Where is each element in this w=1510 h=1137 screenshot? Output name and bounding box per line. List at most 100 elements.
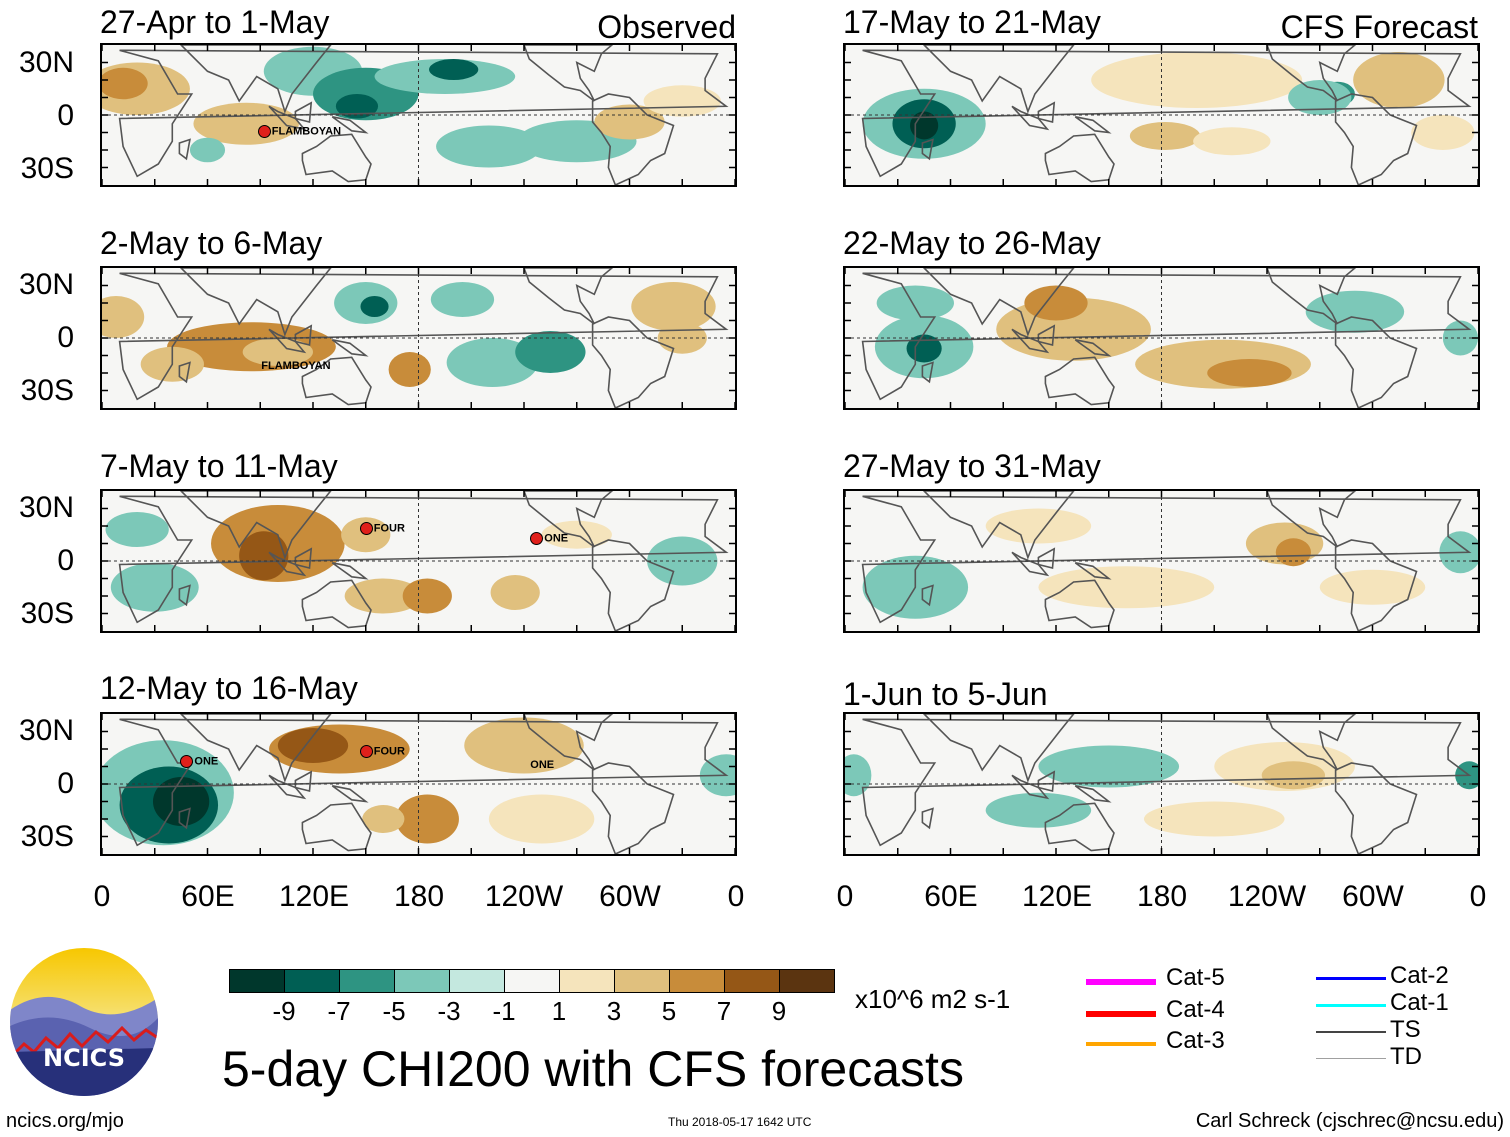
map-panel xyxy=(843,489,1480,633)
colorbar-ticks: -9 -7 -5 -3 -1 1 3 5 7 9 xyxy=(229,996,834,1026)
chi200-field xyxy=(102,491,735,631)
lon-label-0: 0 xyxy=(727,880,745,913)
chi200-field xyxy=(102,268,735,408)
footer-author: Carl Schreck (cjschrec@ncsu.edu) xyxy=(1195,1110,1504,1132)
storm-name: ONE xyxy=(544,532,569,545)
panel-title-1: 27-Apr to 1-May xyxy=(100,4,330,40)
coastline xyxy=(1266,491,1357,548)
storm-label[interactable]: FOUR xyxy=(359,521,405,535)
anomaly-contour xyxy=(845,754,872,797)
colorbar-tick-label: -7 xyxy=(327,996,351,1026)
coastline xyxy=(1266,45,1357,102)
lat-label-30n: 30N xyxy=(18,46,74,79)
storm-label[interactable]: FLAMBOYAN xyxy=(261,360,330,372)
legend-line xyxy=(1086,979,1156,985)
legend-label: Cat-5 xyxy=(1166,964,1225,991)
ncics-logo[interactable]: NCICS xyxy=(10,948,158,1096)
map-panel: FLAMBOYAN xyxy=(100,43,737,187)
legend-label: TD xyxy=(1390,1043,1422,1070)
coastline xyxy=(921,361,934,384)
colorbar-tick-label: -9 xyxy=(272,996,296,1026)
legend-label: Cat-3 xyxy=(1166,1027,1225,1054)
coastline xyxy=(1334,539,1418,631)
lat-label-30n: 30N xyxy=(18,268,74,301)
lat-label-30n: 30N xyxy=(18,714,74,747)
colorbar xyxy=(229,969,835,993)
coastline xyxy=(301,802,372,852)
storm-name: FLAMBOYAN xyxy=(261,359,331,372)
storm-label[interactable]: ONE xyxy=(180,755,218,768)
anomaly-contour xyxy=(490,575,540,610)
anomaly-contour xyxy=(1038,566,1215,609)
colorbar-swatch xyxy=(779,969,835,993)
legend-line xyxy=(1316,1031,1386,1033)
coastline xyxy=(1037,547,1056,570)
lat-label-eq: 0 xyxy=(57,99,74,132)
coastline xyxy=(921,807,934,830)
coastline xyxy=(1266,714,1357,771)
coastline xyxy=(921,584,934,607)
map-panel xyxy=(843,712,1480,856)
colorbar-tick-label: 5 xyxy=(661,996,677,1026)
anomaly-contour xyxy=(1411,115,1475,150)
coastline xyxy=(268,551,307,577)
storm-name: ONE xyxy=(530,758,555,771)
panel-title-5: 17-May to 21-May xyxy=(843,4,1101,40)
colorbar-swatch xyxy=(394,969,450,993)
anomaly-contour xyxy=(446,338,539,387)
legend-line xyxy=(1316,1058,1386,1059)
observed-header: Observed xyxy=(597,9,736,45)
coastline xyxy=(118,49,729,178)
footer-url[interactable]: ncics.org/mjo xyxy=(6,1110,124,1132)
colorbar-tick-label: 3 xyxy=(606,996,622,1026)
cyclone-icon xyxy=(530,532,544,545)
colorbar-tick-label: -1 xyxy=(492,996,516,1026)
anomaly-contour xyxy=(388,352,431,387)
lon-label-60e: 60E xyxy=(181,880,235,913)
coastline xyxy=(1074,562,1112,580)
storm-label[interactable]: ONE xyxy=(530,532,568,545)
legend-line xyxy=(1086,1042,1156,1046)
anomaly-contour xyxy=(1143,801,1285,837)
anomaly-contour xyxy=(277,728,349,763)
coastline xyxy=(922,714,1075,783)
storm-label[interactable]: ONE xyxy=(530,759,554,771)
anomaly-contour xyxy=(906,334,942,363)
anomaly-contour xyxy=(1353,52,1445,108)
anomaly-contour xyxy=(105,512,169,547)
storm-label[interactable]: FOUR xyxy=(359,744,405,758)
cyclone-icon xyxy=(257,124,271,138)
chi200-field xyxy=(845,45,1478,185)
anomaly-contour xyxy=(102,296,145,338)
anomaly-contour xyxy=(1193,127,1271,156)
anomaly-contour xyxy=(1261,761,1326,790)
anomaly-contour xyxy=(985,508,1092,544)
anomaly-contour xyxy=(189,137,226,163)
coastline xyxy=(179,268,332,337)
colorbar-tick-label: -3 xyxy=(437,996,461,1026)
lat-label-eq: 0 xyxy=(57,544,74,577)
anomaly-contour xyxy=(910,111,939,140)
anomaly-contour xyxy=(876,285,955,321)
lon-label-60e: 60E xyxy=(924,880,978,913)
coastline xyxy=(523,491,614,548)
coastline xyxy=(523,714,614,771)
cyclone-icon xyxy=(180,755,194,768)
map-panel: FLAMBOYAN xyxy=(100,266,737,410)
storm-label[interactable]: FLAMBOYAN xyxy=(257,124,341,138)
ncics-logo-graphic: NCICS xyxy=(10,948,158,1096)
colorbar-swatch xyxy=(669,969,725,993)
panel-title-8: 1-Jun to 5-Jun xyxy=(843,676,1048,712)
anomaly-contour xyxy=(239,531,289,581)
coastline xyxy=(268,328,307,354)
panel-title-4: 12-May to 16-May xyxy=(100,670,358,706)
colorbar-units: x10^6 m2 s-1 xyxy=(855,984,1011,1014)
legend-label: Cat-1 xyxy=(1390,989,1449,1016)
anomaly-contour xyxy=(362,805,405,833)
coastline xyxy=(178,361,191,384)
coastline xyxy=(301,579,372,629)
coastline xyxy=(591,316,675,408)
lon-label-0: 0 xyxy=(1469,880,1487,913)
coastline xyxy=(331,339,369,357)
anomaly-contour xyxy=(1305,290,1405,333)
